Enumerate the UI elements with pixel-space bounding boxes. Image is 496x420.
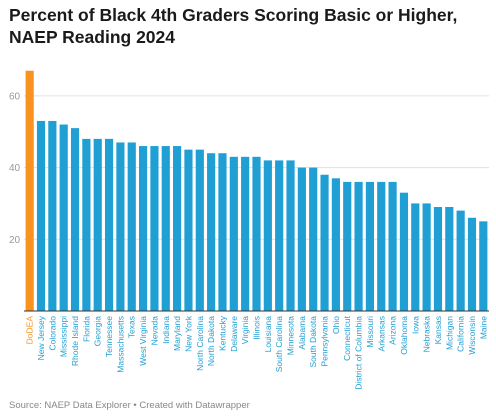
- source-footer: Source: NAEP Data Explorer • Created wit…: [9, 400, 250, 411]
- x-tick-label: Connecticut: [342, 315, 352, 361]
- bar-mississippi: [59, 124, 68, 312]
- bar-california: [456, 210, 465, 311]
- x-tick-label: Iowa: [410, 316, 420, 334]
- bar-oklahoma: [399, 192, 409, 311]
- bar-connecticut: [343, 181, 352, 311]
- x-tick-label: Wisconsin: [467, 316, 477, 355]
- x-tick-label: Nebraska: [422, 316, 432, 353]
- x-tick-label: Minnesota: [286, 316, 296, 355]
- bar-south-dakota: [309, 167, 318, 311]
- bar-rhode-island: [70, 128, 80, 311]
- bar-pennsylvania: [320, 174, 329, 311]
- x-tick-label: Georgia: [93, 316, 103, 347]
- bar-indiana: [161, 146, 170, 311]
- bar-district-of-columbia: [354, 181, 363, 311]
- x-tick-label: Maine: [478, 316, 488, 339]
- x-tick-label: Kansas: [433, 316, 443, 344]
- chart-title: Percent of Black 4th Graders Scoring Bas…: [9, 5, 458, 47]
- x-tick-label: District of Columbia: [354, 316, 364, 390]
- bar-massachusetts: [116, 142, 125, 311]
- y-tick-label: 20: [9, 235, 21, 246]
- bar-maryland: [173, 146, 182, 311]
- x-tick-label: DoDEA: [25, 316, 35, 345]
- x-tick-label: Texas: [127, 316, 137, 338]
- bar-delaware: [229, 156, 238, 311]
- x-tick-label: Michigan: [444, 316, 454, 350]
- x-tick-label: Ohio: [331, 316, 341, 334]
- x-tick-label: Rhode Island: [70, 316, 80, 366]
- bar-wisconsin: [467, 217, 477, 311]
- x-tick-label: Alabama: [297, 316, 307, 350]
- x-tick-label: Missouri: [365, 316, 375, 348]
- x-tick-labels: DoDEA New Jersey Colorado Mississippi Rhode …: [25, 315, 489, 389]
- x-tick-label: Kentucky: [217, 315, 227, 351]
- x-tick-label: West Virginia: [138, 316, 148, 366]
- x-tick-label: Virginia: [240, 316, 250, 344]
- bar-nevada: [150, 146, 159, 311]
- x-tick-label: Delaware: [229, 316, 239, 352]
- bar-tennessee: [104, 138, 114, 311]
- x-tick-label: Arizona: [388, 316, 398, 345]
- x-tick-label: Tennessee: [104, 316, 114, 357]
- bars: [25, 70, 488, 312]
- bar-illinois: [252, 156, 261, 311]
- bar-louisiana: [263, 160, 272, 311]
- x-tick-label: Oklahoma: [399, 316, 409, 355]
- x-tick-label: Massachusetts: [115, 316, 125, 373]
- bar-new-york: [184, 149, 193, 311]
- bar-kansas: [433, 207, 443, 311]
- x-tick-label: New Jersey: [36, 315, 46, 360]
- bar-ohio: [331, 178, 340, 311]
- bar-texas: [127, 142, 136, 311]
- x-tick-label: New York: [183, 315, 193, 352]
- x-tick-label: California: [456, 316, 466, 352]
- bar-colorado: [48, 120, 57, 311]
- y-tick-label: 40: [9, 163, 21, 174]
- x-tick-label: Arkansas: [376, 316, 386, 351]
- y-tick-label: 60: [9, 91, 21, 102]
- x-tick-label: Maryland: [172, 316, 182, 351]
- bar-new-jersey: [36, 120, 46, 311]
- x-tick-label: Louisiana: [263, 316, 273, 353]
- bar-minnesota: [286, 160, 295, 311]
- x-tick-label: Colorado: [47, 316, 57, 351]
- bar-alabama: [297, 167, 306, 311]
- bar-kentucky: [218, 153, 227, 311]
- bar-north-carolina: [195, 149, 204, 311]
- bar-iowa: [411, 203, 420, 311]
- x-tick-label: South Dakota: [308, 316, 318, 368]
- x-tick-label: Indiana: [161, 316, 171, 344]
- bar-south-carolina: [275, 160, 284, 311]
- x-tick-label: Pennsylvania: [320, 316, 330, 367]
- bar-west-virginia: [139, 146, 148, 311]
- x-tick-label: South Carolina: [274, 316, 284, 373]
- x-tick-label: Mississippi: [59, 316, 69, 357]
- x-tick-label: North Dakota: [206, 316, 216, 366]
- bar-michigan: [445, 207, 454, 311]
- bar-north-dakota: [207, 153, 216, 311]
- y-tick-labels: 20 40 60: [9, 91, 21, 245]
- bar-florida: [82, 138, 91, 311]
- bar-arkansas: [377, 181, 386, 311]
- x-tick-label: Nevada: [149, 316, 159, 346]
- bar-maine: [479, 221, 488, 311]
- bar-arizona: [388, 181, 397, 311]
- bar-dodea: [25, 70, 34, 311]
- bar-virginia: [241, 156, 250, 311]
- bar-nebraska: [422, 203, 431, 311]
- x-tick-label: Florida: [81, 316, 91, 342]
- bar-georgia: [93, 138, 102, 311]
- x-tick-label: North Carolina: [195, 316, 205, 371]
- x-tick-label: Illinois: [252, 316, 262, 340]
- bar-missouri: [365, 181, 374, 311]
